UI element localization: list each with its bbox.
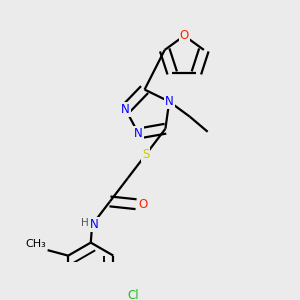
- Text: N: N: [134, 127, 143, 140]
- Text: CH₃: CH₃: [26, 239, 46, 249]
- Text: N: N: [90, 218, 99, 231]
- Text: N: N: [121, 103, 130, 116]
- Text: H: H: [81, 218, 89, 228]
- Text: O: O: [138, 198, 148, 211]
- Text: Cl: Cl: [128, 290, 139, 300]
- Text: S: S: [142, 148, 149, 161]
- Text: N: N: [165, 95, 174, 108]
- Text: O: O: [180, 29, 189, 42]
